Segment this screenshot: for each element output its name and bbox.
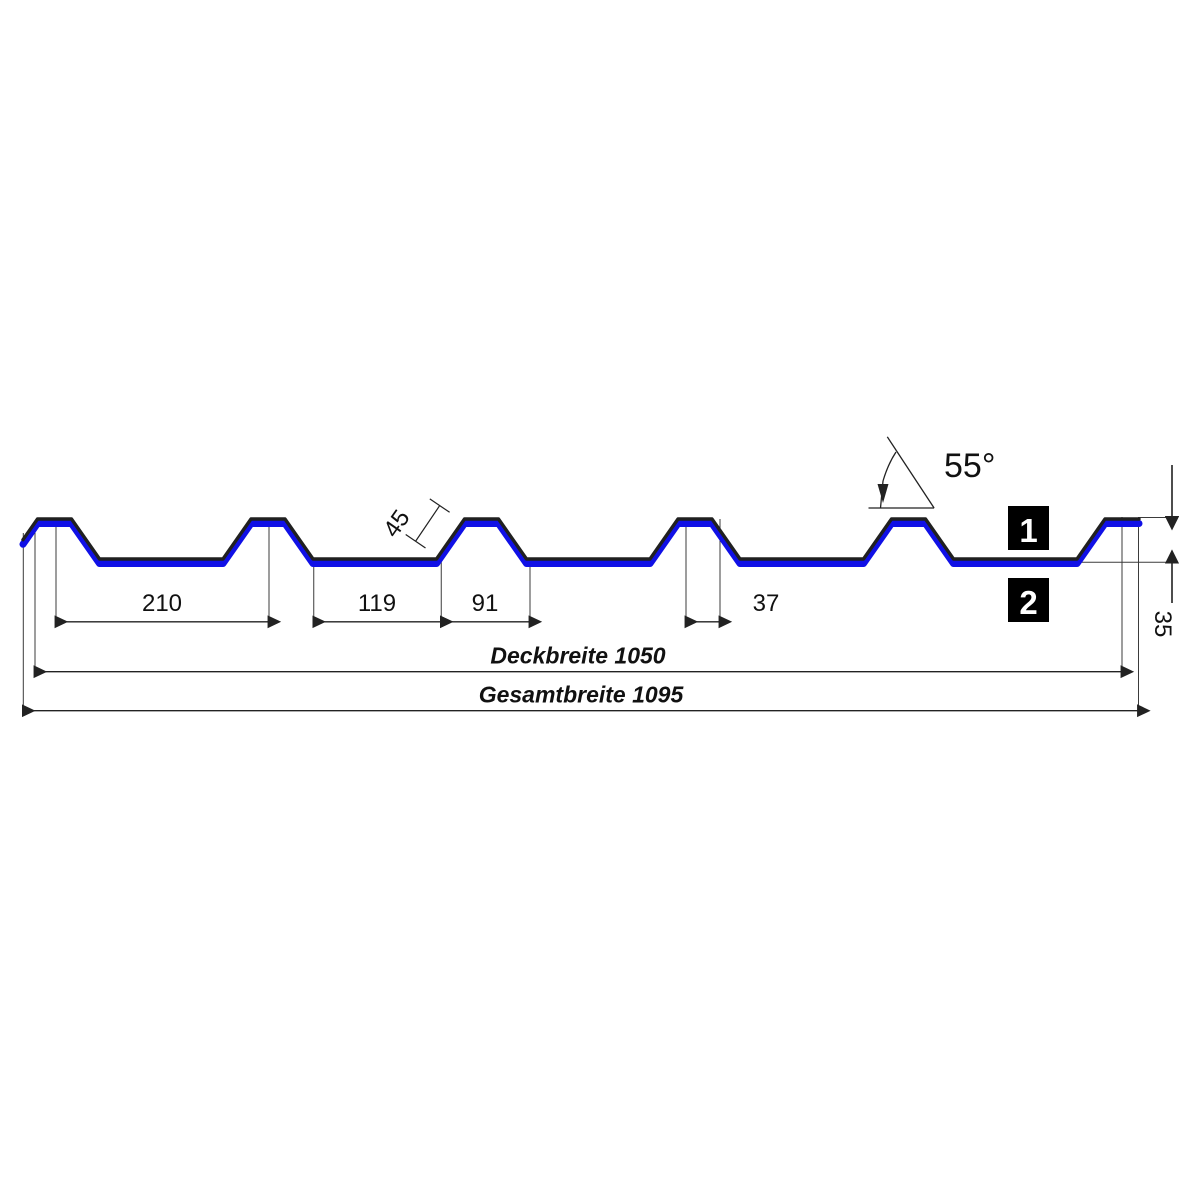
svg-text:210: 210 — [142, 590, 182, 617]
svg-text:35: 35 — [1149, 611, 1176, 638]
svg-text:55°: 55° — [944, 447, 995, 485]
svg-text:Deckbreite 1050: Deckbreite 1050 — [490, 643, 665, 669]
svg-text:91: 91 — [472, 590, 499, 617]
svg-text:Gesamtbreite 1095: Gesamtbreite 1095 — [479, 682, 685, 708]
svg-text:2: 2 — [1019, 584, 1037, 621]
svg-text:37: 37 — [753, 590, 780, 617]
svg-text:119: 119 — [358, 590, 396, 617]
svg-text:1: 1 — [1019, 512, 1037, 549]
